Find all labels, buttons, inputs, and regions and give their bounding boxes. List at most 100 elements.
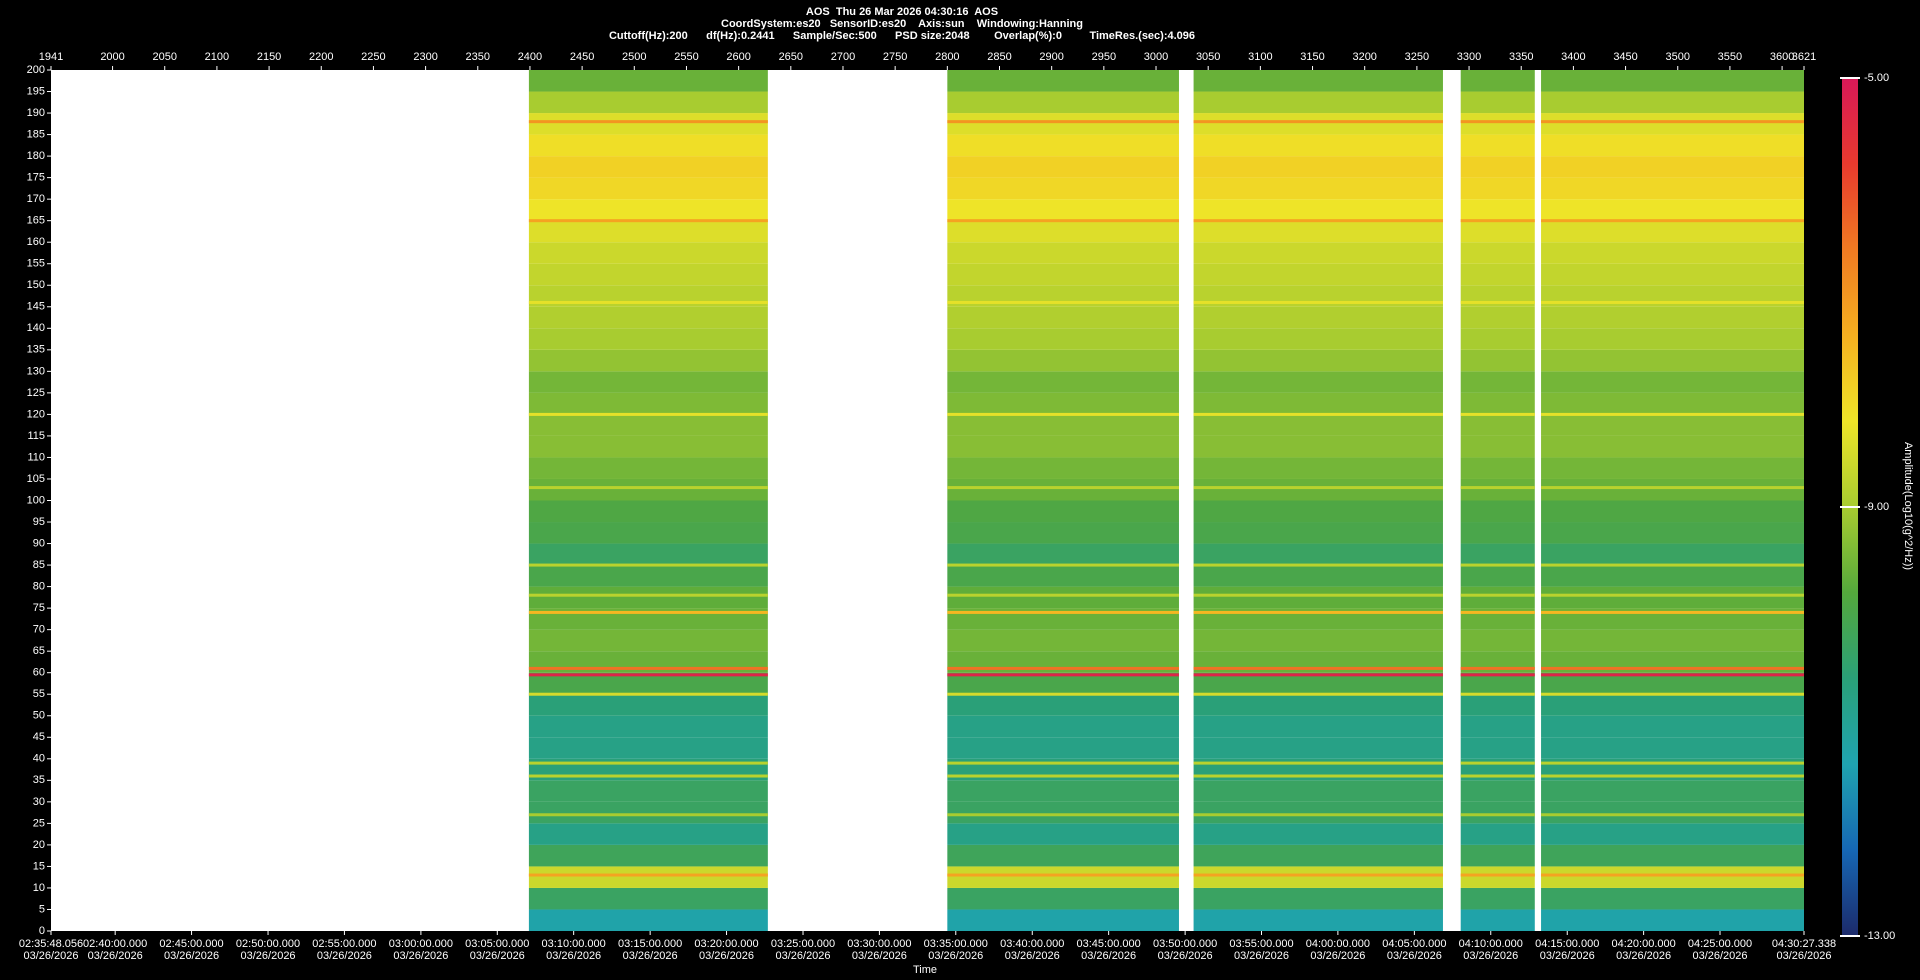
spectrum-band bbox=[1541, 478, 1804, 501]
spectrum-band bbox=[1193, 392, 1443, 415]
spectrum-band bbox=[1460, 220, 1535, 243]
spectrum-band bbox=[1541, 70, 1804, 92]
spectrum-band bbox=[1193, 70, 1443, 92]
top-x-tick-label: 2900 bbox=[1039, 51, 1063, 63]
x-tick-label: 03:10:00.000 bbox=[542, 938, 606, 950]
y-tick-label: 190 bbox=[27, 107, 45, 119]
y-tick-label: 160 bbox=[27, 236, 45, 248]
spectral-line bbox=[947, 774, 1179, 778]
spectrum-band bbox=[947, 392, 1179, 415]
x-tick-date: 03/26/2026 bbox=[699, 950, 754, 962]
top-x-tick-label: 2300 bbox=[413, 51, 437, 63]
y-tick-label: 175 bbox=[27, 172, 45, 184]
x-tick-date: 03/26/2026 bbox=[623, 950, 678, 962]
spectrum-band bbox=[1541, 263, 1804, 286]
colorbar-tick-label: -9.00 bbox=[1864, 501, 1889, 513]
spectrum-band bbox=[1460, 543, 1535, 566]
spectrum-band bbox=[528, 586, 768, 609]
spectrum-band bbox=[1460, 565, 1535, 587]
spectral-line bbox=[947, 412, 1179, 416]
top-x-tick-label: 3550 bbox=[1718, 51, 1742, 63]
spectrum-band bbox=[1460, 522, 1535, 544]
spectral-line bbox=[1460, 593, 1535, 597]
top-x-tick-label: 3200 bbox=[1352, 51, 1376, 63]
x-tick-date: 03/26/2026 bbox=[1776, 950, 1831, 962]
spectrum-band bbox=[1541, 715, 1804, 738]
spectrum-band bbox=[1193, 715, 1443, 738]
spectrum-band bbox=[1193, 263, 1443, 286]
x-tick-date: 03/26/2026 bbox=[775, 950, 830, 962]
spectrum-band bbox=[528, 371, 768, 393]
x-tick-label: 04:15:00.000 bbox=[1535, 938, 1599, 950]
spectral-line bbox=[1193, 761, 1443, 765]
spectral-line bbox=[947, 120, 1179, 124]
spectral-line bbox=[1541, 666, 1804, 670]
spectrum-band bbox=[1193, 586, 1443, 609]
spectrum-band bbox=[947, 199, 1179, 221]
spectral-line bbox=[528, 120, 768, 124]
spectrum-band bbox=[947, 134, 1179, 157]
spectral-line bbox=[1193, 813, 1443, 817]
x-tick-label: 04:20:00.000 bbox=[1612, 938, 1676, 950]
y-tick-label: 55 bbox=[33, 688, 45, 700]
x-tick-label: 04:05:00.000 bbox=[1382, 938, 1446, 950]
data-segment bbox=[947, 70, 1179, 931]
spectral-line bbox=[1460, 666, 1535, 670]
spectrum-band bbox=[1541, 414, 1804, 436]
spectrum-band bbox=[1541, 242, 1804, 264]
spectrum-band bbox=[1541, 306, 1804, 329]
spectrum-band bbox=[1193, 242, 1443, 264]
y-tick-label: 165 bbox=[27, 215, 45, 227]
top-x-tick-label: 3150 bbox=[1300, 51, 1324, 63]
spectrum-band bbox=[947, 887, 1179, 910]
spectrum-band bbox=[528, 113, 768, 135]
spectrum-band bbox=[1460, 349, 1535, 372]
spectrum-band bbox=[1460, 694, 1535, 716]
spectral-line bbox=[1193, 873, 1443, 877]
spectrum-band bbox=[528, 478, 768, 501]
spectrum-band bbox=[1193, 543, 1443, 566]
spectrum-band bbox=[528, 328, 768, 350]
spectrum-band bbox=[947, 543, 1179, 566]
top-x-tick-label: 2400 bbox=[518, 51, 542, 63]
chart-title: AOS Thu 26 Mar 2026 04:30:16 AOS bbox=[806, 6, 998, 18]
x-axis-label: Time bbox=[913, 964, 937, 976]
y-tick-label: 10 bbox=[33, 882, 45, 894]
y-tick-label: 170 bbox=[27, 193, 45, 205]
spectrum-band bbox=[1460, 199, 1535, 221]
top-x-tick-label: 3250 bbox=[1405, 51, 1429, 63]
y-tick-label: 185 bbox=[27, 128, 45, 140]
spectral-line bbox=[1460, 673, 1535, 677]
spectral-line bbox=[947, 563, 1179, 567]
x-tick-label: 03:35:00.000 bbox=[924, 938, 988, 950]
spectral-line bbox=[528, 610, 768, 614]
top-x-tick-label: 3000 bbox=[1144, 51, 1168, 63]
top-x-tick-label: 3050 bbox=[1196, 51, 1220, 63]
spectral-line bbox=[1193, 300, 1443, 304]
spectrum-band bbox=[1193, 909, 1443, 931]
spectrum-band bbox=[1460, 500, 1535, 523]
spectrum-band bbox=[947, 500, 1179, 523]
spectrum-band bbox=[528, 414, 768, 436]
y-tick-label: 155 bbox=[27, 258, 45, 270]
spectral-line bbox=[1541, 692, 1804, 696]
y-tick-label: 60 bbox=[33, 667, 45, 679]
spectrum-band bbox=[1193, 199, 1443, 221]
spectrum-band bbox=[528, 263, 768, 286]
x-tick-label: 03:15:00.000 bbox=[618, 938, 682, 950]
spectrum-band bbox=[947, 242, 1179, 264]
spectrum-band bbox=[528, 349, 768, 372]
x-tick-label: 04:10:00.000 bbox=[1459, 938, 1523, 950]
spectrum-band bbox=[1193, 414, 1443, 436]
spectrum-band bbox=[1460, 909, 1535, 931]
spectrum-band bbox=[947, 909, 1179, 931]
x-tick-date: 03/26/2026 bbox=[23, 950, 78, 962]
top-x-tick-label: 2150 bbox=[257, 51, 281, 63]
spectrum-band bbox=[947, 435, 1179, 458]
spectrum-band bbox=[1541, 371, 1804, 393]
y-tick-label: 15 bbox=[33, 860, 45, 872]
spectral-line bbox=[1460, 219, 1535, 223]
spectral-line bbox=[1541, 610, 1804, 614]
spectrum-band bbox=[1541, 522, 1804, 544]
x-tick-date: 03/26/2026 bbox=[241, 950, 296, 962]
